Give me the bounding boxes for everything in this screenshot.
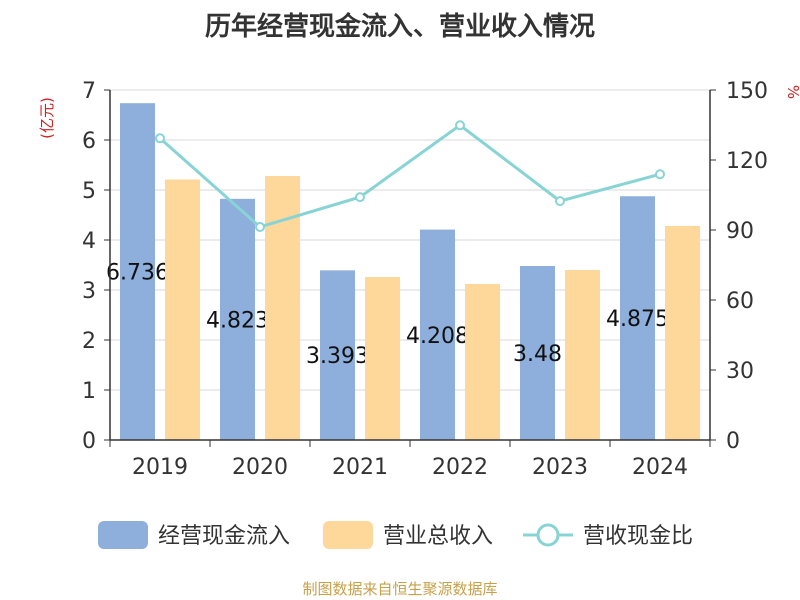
y-left-tick-label: 7	[82, 79, 96, 104]
x-tick-label: 2019	[132, 455, 188, 480]
bar-cash-inflow	[620, 196, 655, 440]
y-left-tick-label: 5	[82, 179, 96, 204]
y-right-tick-label: 150	[726, 79, 768, 104]
source-note: 制图数据来自恒生聚源数据库	[302, 580, 498, 598]
x-tick-label: 2021	[332, 455, 388, 480]
legend-label-ratio: 营收现金比	[583, 524, 693, 549]
y-left-tick-label: 4	[82, 229, 96, 254]
y-left-axis-label: (亿元)	[38, 97, 56, 139]
ratio-point	[355, 192, 365, 203]
y-left-tick-label: 1	[82, 379, 96, 404]
x-tick-label: 2020	[232, 455, 288, 480]
bar-value-label: 3.48	[513, 342, 562, 367]
legend-swatch-ratio-marker	[536, 523, 560, 547]
x-tick-label: 2023	[532, 455, 588, 480]
y-left-tick-label: 0	[82, 429, 96, 454]
legend-swatch-cash-inflow	[98, 521, 148, 549]
legend-swatch-revenue	[323, 521, 373, 549]
bar-revenue	[665, 226, 700, 440]
chart-title: 历年经营现金流入、营业收入情况	[204, 12, 595, 42]
x-tick-label: 2024	[632, 455, 688, 480]
y-right-tick-label: 60	[726, 289, 754, 314]
bar-cash-inflow	[120, 103, 155, 440]
legend-label-revenue: 营业总收入	[383, 524, 493, 549]
ratio-point	[655, 169, 665, 180]
x-tick-label: 2022	[432, 455, 488, 480]
bar-value-label: 4.823	[206, 308, 269, 333]
ratio-point	[155, 133, 165, 144]
bar-value-label: 4.875	[606, 307, 669, 332]
ratio-point	[555, 196, 565, 207]
bar-value-label: 6.736	[106, 261, 169, 286]
y-left-tick-label: 2	[82, 329, 96, 354]
y-left-tick-label: 3	[82, 279, 96, 304]
bar-cash-inflow	[520, 266, 555, 440]
bar-value-label: 4.208	[406, 324, 469, 349]
bar-value-label: 3.393	[306, 344, 369, 369]
bar-cash-inflow	[320, 270, 355, 440]
bar-revenue	[165, 179, 200, 440]
y-right-tick-label: 120	[726, 149, 768, 174]
ratio-point	[455, 120, 465, 131]
bar-revenue	[565, 270, 600, 440]
y-left-tick-label: 6	[82, 129, 96, 154]
ratio-point	[255, 221, 265, 232]
bar-cash-inflow	[220, 198, 255, 440]
y-right-tick-label: 90	[726, 219, 754, 244]
y-right-tick-label: 30	[726, 359, 754, 384]
y-right-axis-label: %	[784, 85, 800, 99]
bar-revenue	[465, 284, 500, 440]
legend-label-cash-inflow: 经营现金流入	[158, 524, 290, 549]
bar-cash-inflow	[420, 229, 455, 440]
y-right-tick-label: 0	[726, 429, 740, 454]
bar-revenue	[365, 277, 400, 440]
ratio-line	[159, 123, 661, 229]
